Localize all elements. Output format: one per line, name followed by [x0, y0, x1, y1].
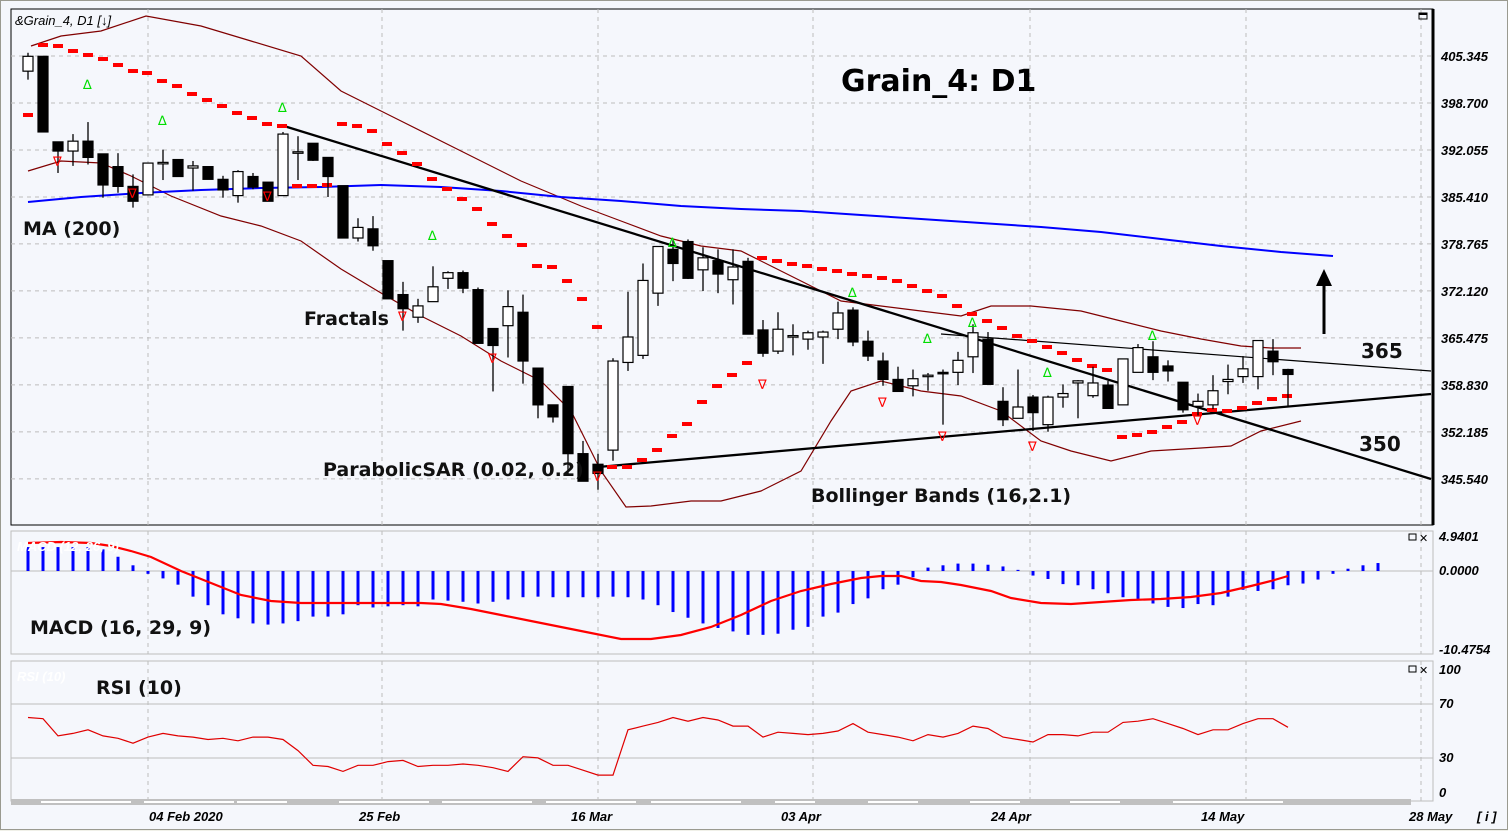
up-arrow-icon	[1316, 269, 1332, 334]
svg-text:405.345: 405.345	[1440, 49, 1489, 64]
svg-text:16 Mar: 16 Mar	[571, 809, 613, 824]
svg-text:372.120: 372.120	[1441, 284, 1489, 299]
maximize-price-pane-button[interactable]	[1418, 12, 1428, 20]
svg-text:∆: ∆	[922, 332, 932, 347]
svg-text:28 May: 28 May	[1408, 809, 1453, 824]
close-macd-pane-icon[interactable]: ✕	[1419, 532, 1428, 545]
svg-text:∇: ∇	[127, 187, 137, 202]
svg-text:70: 70	[1439, 696, 1454, 711]
fractals-label: Fractals	[304, 308, 389, 330]
svg-text:-10.4754: -10.4754	[1439, 642, 1491, 657]
svg-text:∆: ∆	[1042, 366, 1052, 381]
sar-label: ParabolicSAR (0.02, 0.2)	[323, 459, 584, 481]
close-rsi-pane-icon[interactable]: ✕	[1419, 664, 1428, 677]
symbol-label: &Grain_4, D1 [↓]	[15, 13, 111, 28]
svg-text:04 Feb 2020: 04 Feb 2020	[149, 809, 223, 824]
svg-text:∆: ∆	[667, 236, 677, 251]
maximize-rsi-pane-button[interactable]	[1408, 665, 1417, 673]
svg-text:345.540: 345.540	[1441, 472, 1489, 487]
info-button[interactable]: [ i ]	[1476, 809, 1497, 824]
svg-text:∇: ∇	[262, 190, 272, 205]
svg-text:100: 100	[1439, 662, 1461, 677]
svg-text:392.055: 392.055	[1441, 143, 1489, 158]
svg-text:365.475: 365.475	[1441, 331, 1489, 346]
svg-text:385.410: 385.410	[1441, 190, 1489, 205]
svg-text:∇: ∇	[592, 470, 602, 485]
bollinger-label: Bollinger Bands (16,2.1)	[811, 485, 1071, 507]
svg-text:30: 30	[1439, 750, 1454, 765]
trendlines	[283, 124, 1432, 481]
macd-label: MACD (16, 29, 9)	[30, 617, 211, 639]
svg-text:∆: ∆	[277, 101, 287, 116]
maximize-macd-pane-button[interactable]	[1408, 533, 1417, 541]
svg-text:∆: ∆	[1147, 329, 1157, 344]
level-350-label: 350	[1359, 432, 1401, 456]
macd-pane[interactable]	[10, 530, 1434, 655]
svg-text:∆: ∆	[967, 316, 977, 331]
x-axis-labels: 04 Feb 2020 25 Feb 16 Mar 03 Apr 24 Apr 14 Ma…	[149, 809, 1453, 824]
svg-text:∆: ∆	[157, 114, 167, 129]
svg-text:398.700: 398.700	[1441, 96, 1489, 111]
svg-text:0.0000: 0.0000	[1439, 563, 1480, 578]
rsi-label: RSI (10)	[96, 677, 182, 699]
svg-text:∇: ∇	[487, 352, 497, 367]
level-365-label: 365	[1361, 339, 1403, 363]
svg-text:24 Apr: 24 Apr	[990, 809, 1032, 824]
svg-text:∆: ∆	[427, 229, 437, 244]
rsi-ghost-label: RSI (10)	[17, 669, 65, 684]
svg-text:∇: ∇	[1192, 414, 1202, 429]
svg-text:∇: ∇	[397, 310, 407, 325]
bollinger-bands	[27, 15, 1302, 508]
svg-text:03 Apr: 03 Apr	[781, 809, 822, 824]
svg-text:∇: ∇	[937, 430, 947, 445]
svg-text:∇: ∇	[877, 396, 887, 411]
svg-text:∇: ∇	[52, 155, 62, 170]
svg-text:14 May: 14 May	[1201, 809, 1245, 824]
ma-label: MA (200)	[23, 218, 120, 240]
timeline-scrollbar-segments	[41, 801, 1283, 803]
fractals: ∆ ∆ ∆ ∆ ∆ ∆ ∆ ∆ ∆ ∆ ∇ ∇ ∇ ∇ ∇ ∇ ∇ ∇ ∇ ∇ ∇	[52, 78, 1202, 485]
svg-text:∆: ∆	[847, 286, 857, 301]
svg-text:4.9401: 4.9401	[1438, 529, 1479, 544]
y-axis-labels: 405.345 398.700 392.055 385.410 378.765 372.1…	[1438, 49, 1491, 800]
parabolic-sar	[23, 43, 1292, 469]
svg-text:0: 0	[1439, 785, 1447, 800]
candlesticks	[22, 52, 1294, 490]
chart-title: Grain_4: D1	[841, 64, 1036, 99]
svg-text:25 Feb: 25 Feb	[358, 809, 400, 824]
svg-text:358.830: 358.830	[1441, 378, 1489, 393]
svg-text:∇: ∇	[757, 378, 767, 393]
rsi-plot	[27, 716, 1289, 776]
svg-text:352.185: 352.185	[1441, 425, 1489, 440]
macd-plot	[26, 540, 1380, 641]
svg-text:∇: ∇	[1027, 440, 1037, 455]
svg-text:378.765: 378.765	[1441, 237, 1489, 252]
macd-ghost-label: MACD (12, 26, 9)	[17, 539, 119, 554]
svg-text:∆: ∆	[82, 78, 92, 93]
rsi-pane[interactable]	[10, 660, 1434, 802]
